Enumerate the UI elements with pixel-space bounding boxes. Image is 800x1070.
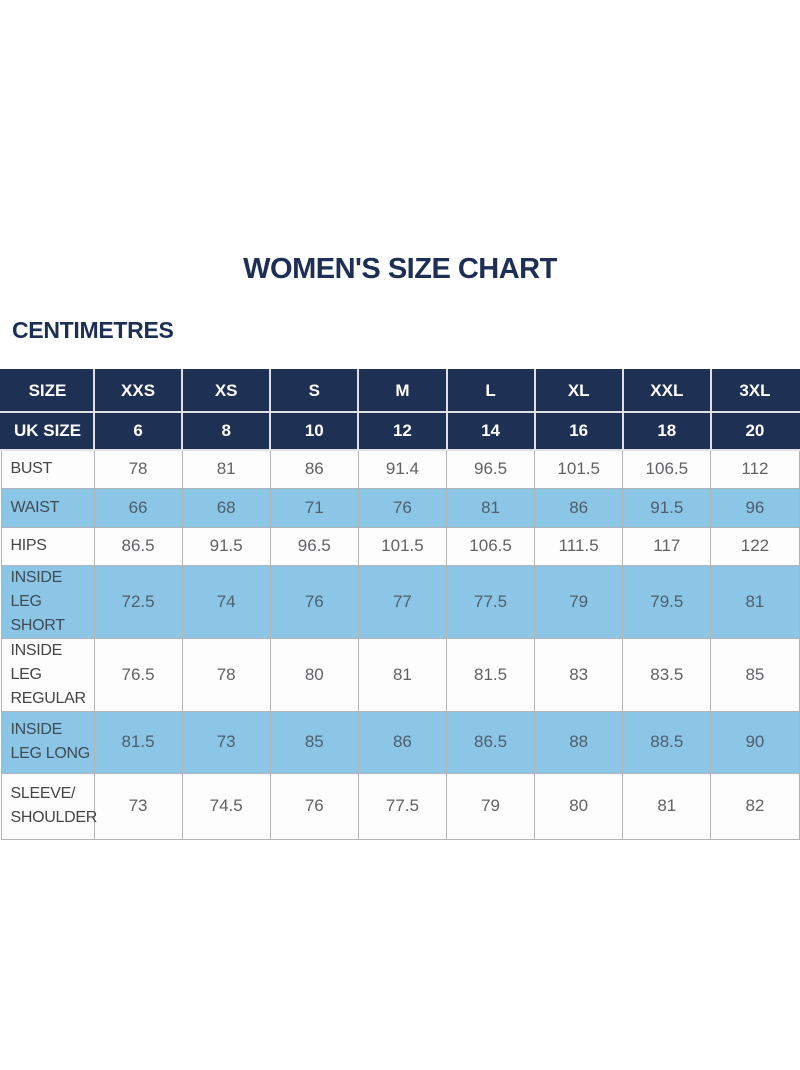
value-cell: 76.5 [93,637,183,712]
header-cell: 12 [357,411,448,451]
row-label: BUST [0,449,95,489]
value-cell: 85 [269,710,359,774]
value-cell: 91.5 [181,526,271,566]
header-cell: XS [181,369,272,413]
value-cell: 79 [534,564,624,639]
value-cell: 112 [710,449,800,489]
value-cell: 76 [357,487,448,528]
header-cell: 20 [709,411,800,451]
value-cell: 106.5 [622,449,712,489]
value-cell: 73 [181,710,271,774]
header-cell: 16 [533,411,624,451]
value-cell: 117 [622,526,712,566]
value-cell: 71 [269,487,359,528]
value-cell: 96 [710,487,800,528]
value-cell: 86 [357,710,448,774]
value-cell: 73 [93,772,183,840]
table-row: WAIST 66 68 71 76 81 86 91.5 96 [0,487,800,528]
value-cell: 76 [269,772,359,840]
value-cell: 86.5 [445,710,536,774]
value-cell: 77.5 [357,772,448,840]
value-cell: 80 [534,772,624,840]
table-row: HIPS 86.5 91.5 96.5 101.5 106.5 111.5 117 122 [0,526,800,566]
header-cell: S [269,369,360,413]
table-row: BUST 78 81 86 91.4 96.5 101.5 106.5 112 [0,449,800,489]
header-cell: 14 [445,411,536,451]
value-cell: 86 [269,449,359,489]
value-cell: 88 [534,710,624,774]
size-chart-table: SIZE XXS XS S M L XL XXL 3XL UK SIZE 6 8 10 12 14 16 18 2… [0,369,800,840]
value-cell: 77 [357,564,448,639]
value-cell: 86 [534,487,624,528]
row-label: WAIST [0,487,95,528]
header-row-uk-size: UK SIZE 6 8 10 12 14 16 18 20 [0,411,800,451]
row-label: HIPS [0,526,95,566]
table-row: SLEEVE/ SHOULDER 73 74.5 76 77.5 79 80 81 82 [0,772,800,840]
value-cell: 74 [181,564,271,639]
value-cell: 101.5 [357,526,448,566]
value-cell: 77.5 [445,564,536,639]
value-cell: 86.5 [93,526,183,566]
value-cell: 81.5 [445,637,536,712]
value-cell: 83.5 [622,637,712,712]
table-body: BUST 78 81 86 91.4 96.5 101.5 106.5 112 WAIST 66 68… [0,449,800,840]
value-cell: 79.5 [622,564,712,639]
value-cell: 106.5 [445,526,536,566]
value-cell: 81 [445,487,536,528]
table-row: INSIDE LEG REGULAR 76.5 78 80 81 81.5 83 83.5 85 [0,637,800,712]
header-cell: M [357,369,448,413]
header-cell: XXS [92,369,184,413]
header-cell: 8 [181,411,272,451]
value-cell: 81.5 [93,710,183,774]
value-cell: 66 [93,487,183,528]
value-cell: 111.5 [534,526,624,566]
header-row-label: UK SIZE [0,411,95,451]
value-cell: 81 [622,772,712,840]
header-cell: 6 [92,411,184,451]
header-cell: 10 [269,411,360,451]
header-cell: XL [533,369,624,413]
row-label: SLEEVE/ SHOULDER [0,772,97,840]
header-cell: 18 [621,411,712,451]
value-cell: 91.4 [357,449,448,489]
value-cell: 78 [181,637,271,712]
value-cell: 78 [93,449,183,489]
value-cell: 101.5 [534,449,624,489]
value-cell: 76 [269,564,359,639]
table-header: SIZE XXS XS S M L XL XXL 3XL UK SIZE 6 8 10 12 14 16 18 2… [0,369,800,451]
row-label: INSIDE LEG REGULAR [0,637,95,712]
value-cell: 85 [710,637,800,712]
value-cell: 80 [269,637,359,712]
row-label: INSIDE LEG SHORT [0,564,95,639]
value-cell: 96.5 [445,449,536,489]
header-cell: XXL [621,369,712,413]
row-label: INSIDE LEG LONG [0,710,95,774]
value-cell: 122 [710,526,800,566]
value-cell: 81 [181,449,271,489]
value-cell: 68 [181,487,271,528]
value-cell: 74.5 [181,772,271,840]
value-cell: 79 [445,772,536,840]
value-cell: 81 [357,637,448,712]
header-row-label: SIZE [0,369,95,413]
value-cell: 82 [710,772,800,840]
page-title: WOMEN'S SIZE CHART [243,253,557,285]
header-cell: L [445,369,536,413]
value-cell: 83 [534,637,624,712]
value-cell: 88.5 [622,710,712,774]
table-row: INSIDE LEG LONG 81.5 73 85 86 86.5 88 88.5 90 [0,710,800,774]
table-row: INSIDE LEG SHORT 72.5 74 76 77 77.5 79 79.5 81 [0,564,800,639]
value-cell: 90 [710,710,800,774]
value-cell: 72.5 [93,564,183,639]
header-row-size: SIZE XXS XS S M L XL XXL 3XL [0,369,800,413]
value-cell: 91.5 [622,487,712,528]
value-cell: 81 [710,564,800,639]
header-cell: 3XL [709,369,800,413]
unit-label: CENTIMETRES [12,317,174,343]
value-cell: 96.5 [269,526,359,566]
